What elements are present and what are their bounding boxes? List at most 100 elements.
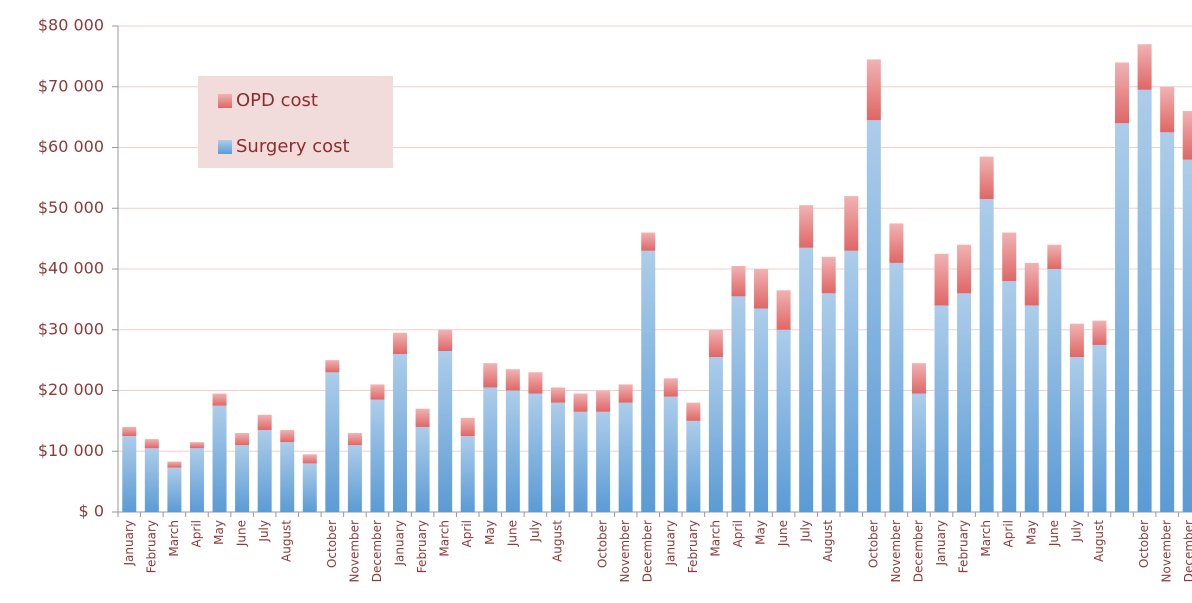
bar-segment — [754, 308, 769, 512]
y-tick-label: $30 000 — [38, 319, 104, 338]
x-tick-label: February — [957, 520, 971, 573]
bar-segment — [370, 384, 385, 400]
bar-segment — [957, 293, 972, 512]
bar-segment — [1182, 111, 1192, 160]
bar-segment — [731, 265, 746, 297]
bar-segment — [144, 448, 159, 512]
legend-label: Surgery cost — [236, 136, 350, 157]
bar-segment — [776, 329, 791, 512]
bar-segment — [957, 244, 972, 294]
bar-segment — [641, 250, 656, 512]
bar-segment — [257, 429, 272, 512]
bar-segment — [1024, 262, 1039, 306]
bar-segment — [686, 402, 701, 421]
bar-segment — [844, 196, 859, 251]
bar-segment — [731, 296, 746, 512]
bar-segment — [1160, 132, 1175, 512]
bar-segment — [1002, 232, 1017, 282]
legend-swatch — [218, 140, 232, 154]
bar-segment — [212, 393, 227, 406]
bar-segment — [866, 59, 881, 121]
x-tick-label: May — [212, 520, 226, 545]
bar-segment — [1115, 62, 1130, 124]
bar-segment — [934, 253, 949, 306]
x-tick-label: June — [505, 520, 519, 547]
bar-segment — [347, 445, 362, 512]
bar-segment — [528, 372, 543, 394]
bar-segment — [1137, 44, 1152, 90]
bar-segment — [889, 223, 904, 263]
bar-segment — [844, 250, 859, 512]
bar-segment — [1069, 357, 1084, 512]
x-tick-label: June — [1047, 520, 1061, 547]
bar-segment — [550, 387, 565, 403]
x-tick-label: April — [731, 520, 745, 547]
bar-segment — [979, 199, 994, 512]
bar-segment — [1069, 323, 1084, 358]
bar-segment — [776, 290, 791, 330]
bar-segment — [754, 269, 769, 309]
y-tick-label: $60 000 — [38, 137, 104, 156]
x-tick-label: January — [122, 520, 136, 567]
x-tick-label: November — [618, 520, 632, 582]
x-tick-label: March — [167, 520, 181, 557]
legend-label: OPD cost — [236, 90, 318, 111]
bar-segment — [911, 363, 926, 394]
bar-segment — [573, 393, 588, 412]
bar-segment — [663, 378, 678, 397]
bar-segment — [1047, 269, 1062, 512]
bar-segment — [280, 442, 295, 512]
bar-segment — [438, 351, 453, 512]
x-tick-label: April — [189, 520, 203, 547]
bar-segment — [189, 448, 204, 512]
x-tick-label: February — [686, 520, 700, 573]
bar-segment — [122, 436, 137, 512]
bar-segment — [889, 262, 904, 512]
bar-segment — [280, 429, 295, 443]
bar-segment — [347, 433, 362, 446]
x-tick-label: November — [1160, 520, 1174, 582]
x-tick-label: July — [1069, 520, 1083, 543]
y-tick-label: $20 000 — [38, 380, 104, 399]
y-tick-label: $40 000 — [38, 259, 104, 278]
bar-segment — [596, 411, 611, 512]
bar-segment — [144, 439, 159, 449]
bar-segment — [528, 393, 543, 512]
y-tick-label: $70 000 — [38, 76, 104, 95]
bar-segment — [1024, 305, 1039, 512]
bar-segment — [325, 360, 340, 373]
bar-segment — [483, 387, 498, 512]
bar-segment — [167, 461, 182, 468]
x-tick-label: April — [1002, 520, 1016, 547]
bar-segment — [483, 363, 498, 388]
bar-segment — [573, 411, 588, 512]
bar-segment — [799, 205, 814, 248]
bar-segment — [415, 408, 430, 427]
bar-segment — [663, 396, 678, 512]
bar-segment — [1115, 123, 1130, 512]
bar-segment — [1160, 86, 1175, 133]
bar-segment — [641, 232, 656, 251]
bar-segment — [1047, 244, 1062, 269]
bar-segment — [189, 442, 204, 449]
x-tick-label: October — [866, 520, 880, 568]
legend-swatch — [218, 94, 232, 108]
bar-segment — [505, 369, 520, 391]
bar-segment — [618, 384, 633, 403]
x-tick-label: November — [889, 520, 903, 582]
x-tick-label: August — [1092, 520, 1106, 562]
y-tick-label: $ 0 — [79, 502, 104, 521]
x-tick-label: January — [934, 520, 948, 567]
bar-segment — [235, 433, 250, 446]
bar-segment — [934, 305, 949, 512]
x-tick-label: July — [528, 520, 542, 543]
x-tick-label: November — [347, 520, 361, 582]
x-tick-label: December — [911, 520, 925, 582]
bar-segment — [460, 417, 475, 437]
x-tick-label: December — [641, 520, 655, 582]
bar-segment — [393, 354, 408, 512]
bar-segment — [618, 402, 633, 512]
x-tick-label: August — [280, 520, 294, 562]
x-tick-label: December — [370, 520, 384, 582]
